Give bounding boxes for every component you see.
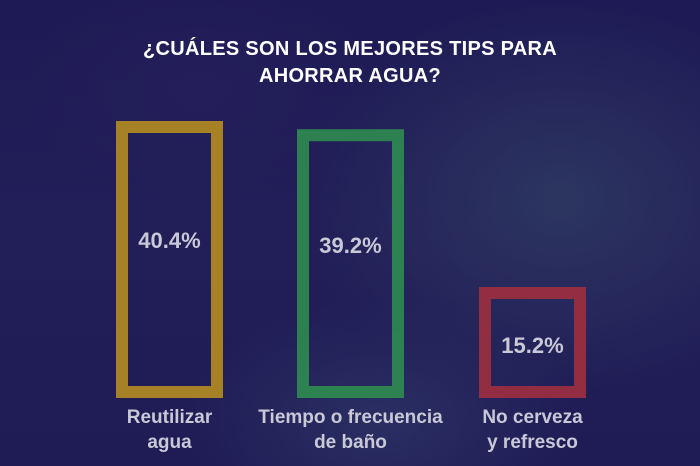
bar-3 — [479, 287, 586, 398]
chart-title: ¿CUÁLES SON LOS MEJORES TIPS PARA AHORRA… — [0, 36, 700, 90]
category-label-line: y refresco — [487, 432, 578, 453]
category-label-line: Tiempo o frecuencia — [258, 407, 443, 428]
data-label-1: 40.4% — [138, 228, 201, 254]
category-label-line: de baño — [314, 432, 387, 453]
category-label-2: Tiempo o frecuencia de baño — [227, 405, 474, 455]
category-label-3: No cerveza y refresco — [409, 405, 656, 455]
category-label-1: Reutilizar agua — [46, 405, 293, 455]
category-label-line: No cerveza — [482, 407, 583, 428]
bar-2 — [297, 129, 404, 398]
title-line-2: AHORRAR AGUA? — [258, 65, 442, 87]
title-line-1: ¿CUÁLES SON LOS MEJORES TIPS PARA — [142, 38, 558, 60]
category-label-line: Reutilizar — [126, 407, 213, 428]
data-label-2: 39.2% — [319, 232, 382, 258]
bar-1 — [116, 121, 223, 398]
category-label-line: agua — [147, 432, 192, 453]
data-label-3: 15.2% — [501, 332, 564, 358]
